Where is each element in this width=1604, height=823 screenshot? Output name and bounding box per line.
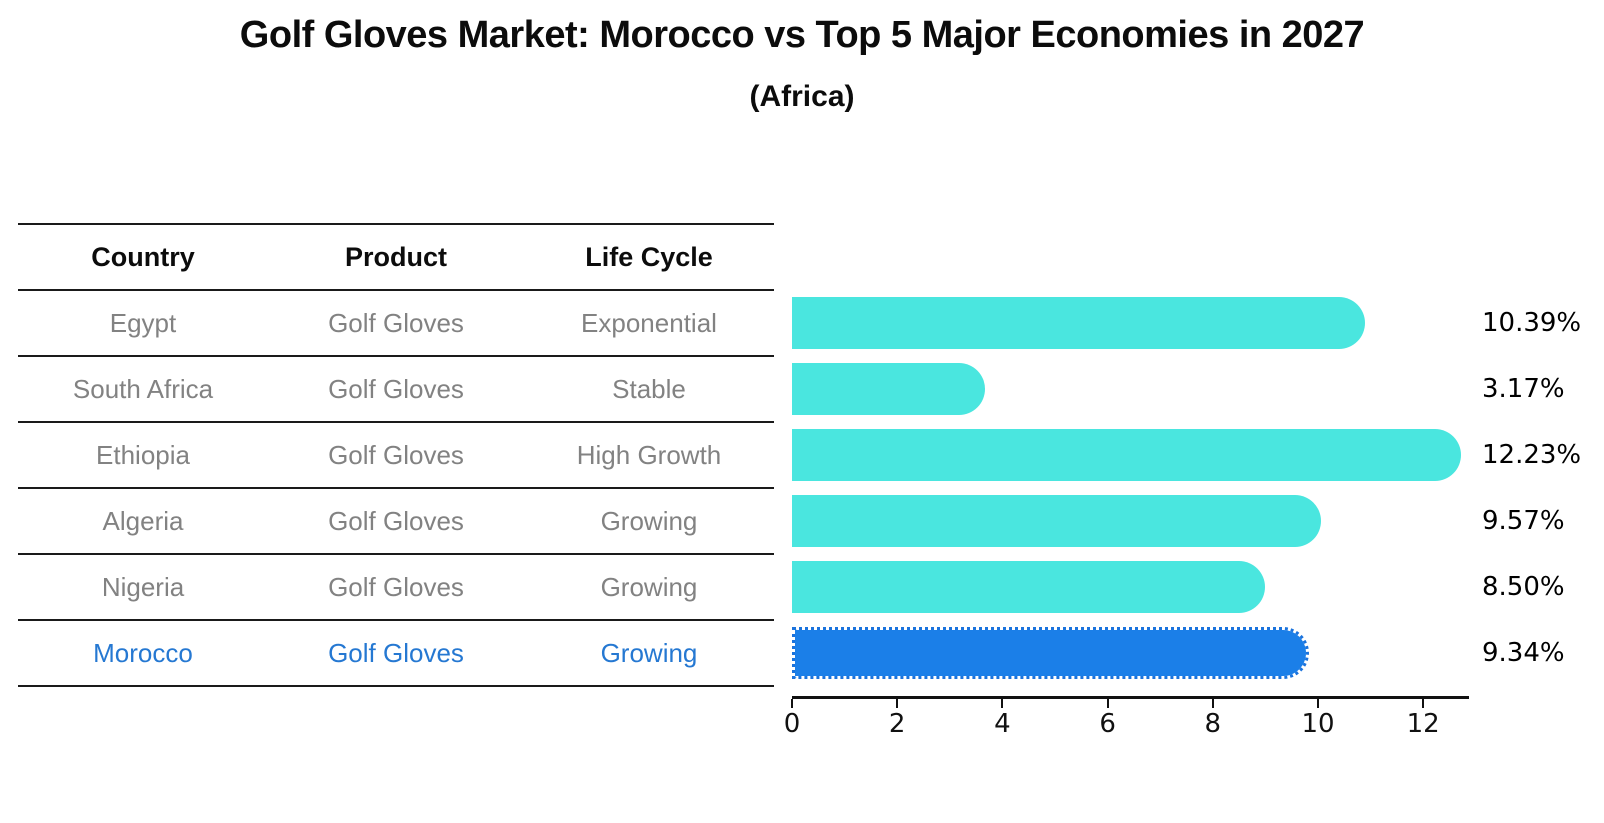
bar-south-africa — [792, 363, 985, 415]
cell-product: Golf Gloves — [328, 439, 464, 470]
cell-life-cycle: Growing — [600, 505, 698, 536]
x-tick-mark — [1001, 699, 1004, 708]
x-tick-mark — [1317, 699, 1319, 708]
bar-egypt — [792, 297, 1365, 349]
cell-country: Egypt — [109, 307, 177, 338]
cell-product: Golf Gloves — [328, 637, 464, 668]
x-tick-label: 0 — [783, 709, 801, 739]
x-tick-mark — [896, 699, 899, 708]
x-tick-mark — [1422, 699, 1425, 708]
cell-country: South Africa — [72, 373, 214, 404]
value-label-nigeria: 8.50% — [1482, 572, 1565, 602]
cell-product: Golf Gloves — [328, 307, 464, 338]
cell-country: Nigeria — [101, 571, 185, 602]
bar-ethiopia — [792, 429, 1462, 481]
x-tick-label: 2 — [888, 709, 906, 739]
column-header-product: Product — [344, 241, 447, 272]
cell-life-cycle: Growing — [600, 637, 698, 668]
value-label-ethiopia: 12.23% — [1482, 440, 1582, 470]
x-tick-label: 4 — [994, 709, 1011, 739]
table-row-ethiopia: Ethiopia Golf Gloves High Growth — [18, 423, 774, 489]
value-label-south-africa: 3.17% — [1482, 374, 1565, 404]
bar-nigeria — [792, 561, 1266, 613]
cell-product: Golf Gloves — [328, 571, 464, 602]
bar-morocco — [792, 627, 1310, 679]
x-tick-label: 6 — [1099, 709, 1116, 739]
x-tick-label: 10 — [1301, 709, 1335, 739]
cell-life-cycle: Stable — [612, 373, 686, 404]
cell-country: Ethiopia — [96, 439, 190, 470]
value-label-morocco: 9.34% — [1482, 638, 1565, 668]
table-row-egypt: Egypt Golf Gloves Exponential — [18, 291, 774, 357]
cell-country: Morocco — [93, 637, 193, 668]
bar-algeria — [792, 495, 1322, 547]
cell-life-cycle: High Growth — [576, 439, 722, 470]
table-row-nigeria: Nigeria Golf Gloves Growing — [18, 555, 774, 621]
value-label-algeria: 9.57% — [1482, 506, 1565, 536]
x-tick-mark — [1106, 699, 1109, 708]
table-header-row: Country Product Life Cycle — [18, 225, 774, 291]
table-row-morocco: Morocco Golf Gloves Growing — [18, 621, 774, 687]
cell-life-cycle: Exponential — [581, 307, 717, 338]
column-header-life-cycle: Life Cycle — [585, 241, 713, 272]
x-tick-label: 8 — [1204, 709, 1222, 739]
x-tick-mark — [1211, 699, 1214, 708]
table-row-algeria: Algeria Golf Gloves Growing — [18, 489, 774, 555]
cell-country: Algeria — [102, 505, 184, 536]
table-row-south-africa: South Africa Golf Gloves Stable — [18, 357, 774, 423]
x-tick-label: 12 — [1406, 709, 1440, 739]
x-axis-line — [792, 696, 1469, 699]
x-tick-mark — [791, 699, 793, 708]
cell-life-cycle: Growing — [600, 571, 698, 602]
value-label-egypt: 10.39% — [1482, 308, 1582, 338]
chart-title: Golf Gloves Market: Morocco vs Top 5 Maj… — [239, 14, 1365, 56]
country-table: Country Product Life Cycle Egypt Golf Glo… — [18, 223, 774, 687]
chart-subtitle: (Africa) — [749, 80, 855, 113]
cell-product: Golf Gloves — [328, 373, 464, 404]
cell-product: Golf Gloves — [328, 505, 464, 536]
column-header-country: Country — [91, 241, 195, 272]
